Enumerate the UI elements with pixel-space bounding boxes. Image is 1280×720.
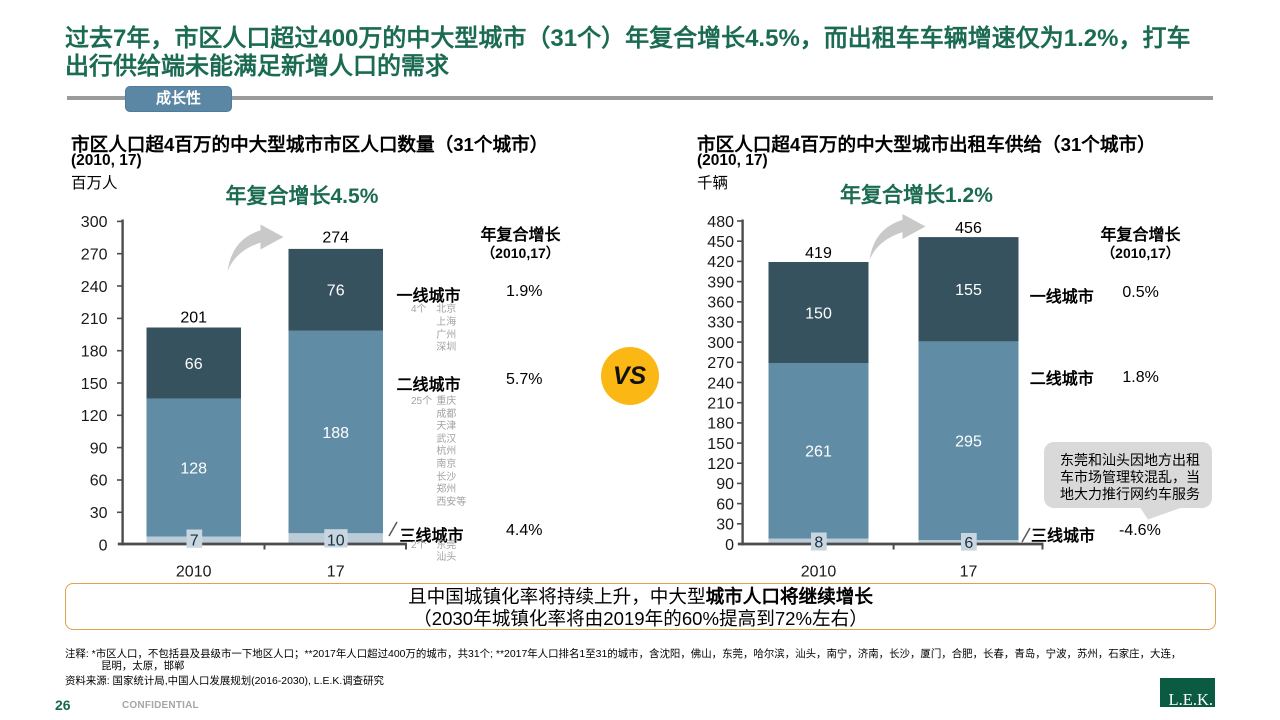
svg-text:150: 150 [805, 305, 832, 322]
svg-text:419: 419 [805, 245, 832, 262]
svg-text:274: 274 [322, 230, 349, 247]
svg-text:330: 330 [707, 315, 734, 332]
svg-text:270: 270 [707, 355, 734, 372]
svg-text:0: 0 [725, 537, 734, 554]
svg-text:90: 90 [90, 440, 108, 457]
svg-text:10: 10 [327, 532, 345, 549]
svg-text:240: 240 [707, 375, 734, 392]
svg-text:240: 240 [81, 279, 108, 296]
svg-text:188: 188 [322, 425, 349, 442]
svg-text:17: 17 [960, 564, 978, 581]
svg-text:7: 7 [190, 532, 199, 549]
svg-text:150: 150 [707, 436, 734, 453]
svg-text:270: 270 [81, 247, 108, 264]
svg-text:180: 180 [707, 416, 734, 433]
svg-text:201: 201 [180, 310, 207, 327]
svg-text:2010: 2010 [801, 564, 837, 581]
svg-text:210: 210 [707, 396, 734, 413]
svg-text:295: 295 [955, 434, 982, 451]
svg-text:0: 0 [99, 537, 108, 554]
svg-text:128: 128 [180, 460, 207, 477]
svg-text:390: 390 [707, 274, 734, 291]
svg-text:480: 480 [707, 214, 734, 231]
svg-text:30: 30 [90, 505, 108, 522]
svg-text:90: 90 [716, 476, 734, 493]
svg-text:30: 30 [716, 517, 734, 534]
svg-text:66: 66 [185, 356, 203, 373]
svg-text:180: 180 [81, 343, 108, 360]
svg-text:360: 360 [707, 295, 734, 312]
svg-text:17: 17 [327, 564, 345, 581]
svg-text:60: 60 [90, 473, 108, 490]
svg-text:420: 420 [707, 254, 734, 271]
svg-text:6: 6 [964, 535, 973, 552]
svg-text:261: 261 [805, 444, 832, 461]
svg-text:300: 300 [707, 335, 734, 352]
svg-text:456: 456 [955, 220, 982, 237]
svg-text:120: 120 [707, 456, 734, 473]
svg-text:2010: 2010 [176, 564, 212, 581]
svg-text:450: 450 [707, 234, 734, 251]
svg-text:300: 300 [81, 214, 108, 231]
svg-text:155: 155 [955, 282, 982, 299]
svg-text:120: 120 [81, 408, 108, 425]
svg-text:210: 210 [81, 311, 108, 328]
svg-text:8: 8 [814, 535, 823, 552]
svg-text:150: 150 [81, 376, 108, 393]
svg-text:60: 60 [716, 496, 734, 513]
svg-text:76: 76 [327, 283, 345, 300]
